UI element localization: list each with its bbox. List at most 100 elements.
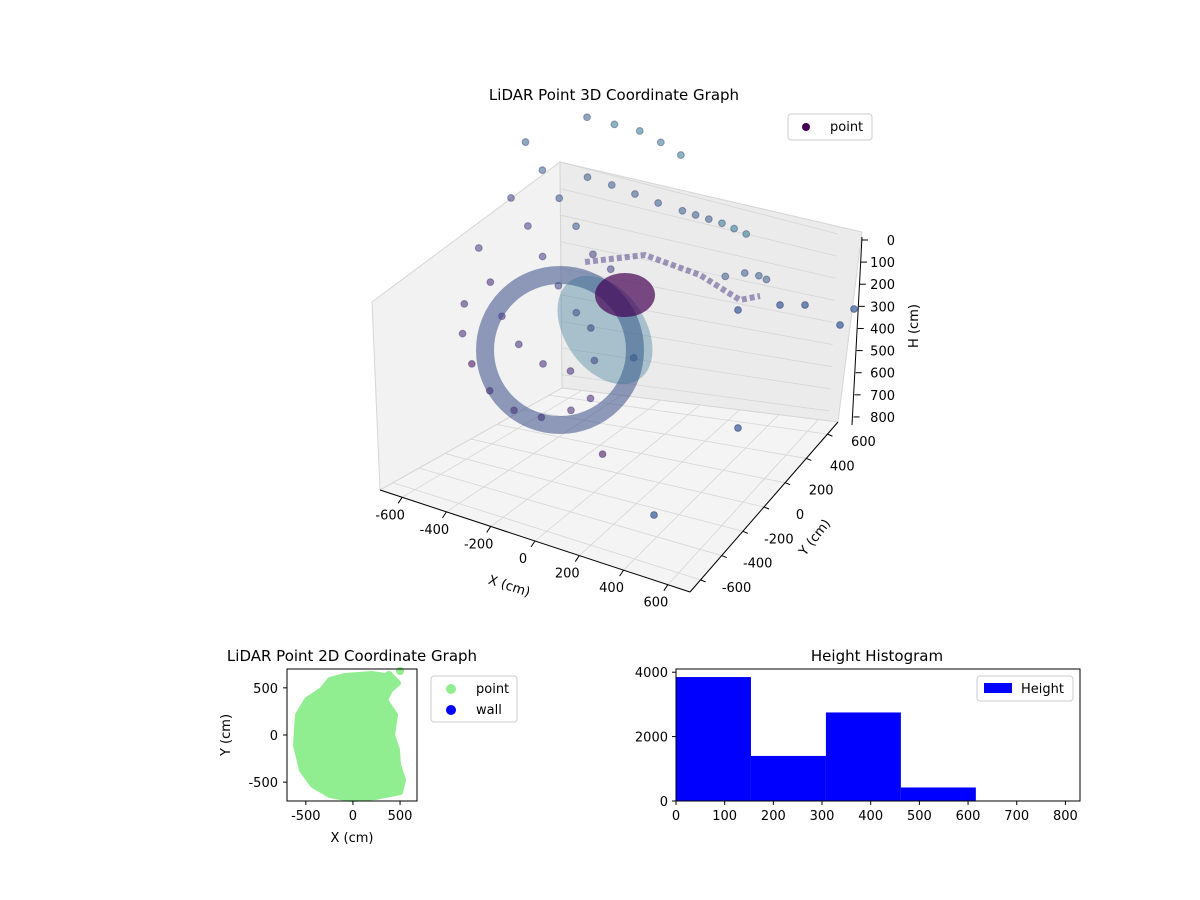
z-tick-label: 400: [870, 322, 895, 337]
x-tick-label-hist: 0: [672, 809, 680, 824]
y-tick-label-2d: 0: [270, 729, 278, 744]
scatter-point: [704, 215, 713, 224]
scatter-point: [718, 219, 726, 228]
point-cloud-3d: [458, 113, 858, 519]
x-tick-label-hist: 200: [761, 809, 786, 824]
grid-line: [470, 438, 765, 508]
x-tick: [530, 540, 536, 548]
y-tick-label: 400: [830, 459, 855, 474]
z-tick-label: 800: [870, 411, 895, 426]
scatter-point: [850, 305, 858, 313]
y-tick: [721, 555, 727, 559]
scatter-point: [458, 329, 467, 338]
scatter-point: [460, 299, 469, 308]
grid-line: [559, 161, 839, 235]
legend-height-marker: [984, 683, 1012, 693]
scatter-point: [514, 340, 523, 349]
scatter-point: [583, 173, 592, 182]
x-tick: [397, 497, 403, 504]
scatter-point: [730, 224, 738, 233]
histogram-bar: [825, 712, 901, 801]
y-tick: [806, 457, 812, 461]
scatter-point: [486, 278, 495, 287]
chart-2d: LiDAR Point 2D Coordinate Graph -500 0 500…: [219, 647, 518, 846]
x-tick-label-hist: 800: [1053, 809, 1078, 824]
histogram-bars: [676, 677, 976, 801]
scatter-point: [555, 194, 564, 203]
x-tick-label: 600: [643, 596, 668, 611]
scatter-point: [691, 211, 700, 219]
scatter-point: [507, 194, 515, 202]
scatter-point: [754, 271, 763, 280]
legend-point-marker: [802, 123, 810, 131]
x-tick-label: 400: [599, 581, 624, 596]
scatter-point: [521, 138, 530, 146]
x-axis-label: X (cm): [486, 573, 532, 601]
scatter-point: [610, 120, 619, 129]
scatter-point: [538, 252, 547, 261]
y-tick-label-hist: 4000: [635, 666, 668, 681]
grid-line: [418, 467, 722, 556]
scatter-point: [586, 324, 595, 332]
scatter-point: [538, 166, 547, 175]
y-tick-label: -600: [722, 581, 752, 596]
legend-hist: Height: [976, 675, 1074, 702]
x-tick: [663, 584, 669, 591]
grid-line: [561, 347, 831, 390]
scatter-point: [523, 222, 532, 230]
x-tick-label: 200: [555, 567, 580, 582]
point-cloud-2d-stray: [396, 667, 404, 675]
y-tick: [784, 482, 791, 486]
scatter-point: [635, 127, 644, 135]
legend-height-label: Height: [1021, 682, 1064, 697]
y-tick: [700, 579, 706, 583]
scatter-point: [583, 113, 591, 122]
scatter-point: [467, 359, 476, 368]
scatter-point: [539, 359, 547, 368]
histogram-title: Height Histogram: [811, 647, 943, 665]
histogram-bar: [750, 755, 826, 801]
legend-wall-label: wall: [476, 703, 502, 718]
scatter-point: [586, 394, 595, 403]
scatter-point: [801, 301, 809, 309]
scatter-point: [572, 308, 581, 317]
y-tick-label-hist: 2000: [635, 731, 668, 746]
grid-line: [548, 394, 828, 435]
z-tick-label: 300: [870, 300, 895, 315]
scatter-point: [607, 181, 616, 189]
scatter-point: [606, 265, 615, 274]
grid-line: [496, 424, 786, 484]
legend-3d-box: [787, 113, 873, 141]
x-tick-label-2d: -500: [291, 809, 321, 824]
grid-line: [560, 188, 838, 257]
point-cloud-2d-stray: [385, 671, 393, 679]
point-cloud-body: [476, 266, 644, 434]
x-tick-label-hist: 400: [858, 809, 883, 824]
scatter-point: [631, 190, 639, 198]
y-tick: [763, 506, 770, 510]
scatter-point: [734, 424, 742, 432]
scatter-point: [776, 301, 784, 309]
scatter-point: [742, 230, 751, 238]
grid-line: [561, 374, 830, 412]
y-tick-label-2d: 500: [253, 682, 278, 697]
y-axis-label-2d: Y (cm): [219, 714, 234, 757]
x-tick-label: -200: [464, 537, 494, 552]
x-tick-label-hist: 500: [907, 809, 932, 824]
x-tick: [574, 555, 580, 562]
scatter-point: [590, 356, 599, 365]
scatter-point: [836, 321, 844, 329]
x-tick-label: -400: [420, 523, 450, 538]
ticks-histogram: 0 100 200 300 400 500 600 700 800 0 2000 4000: [635, 666, 1078, 824]
z-tick-label: 100: [870, 256, 895, 271]
grid-line: [560, 267, 834, 323]
legend-2d: point wall: [430, 675, 518, 723]
x-tick-label: -600: [375, 508, 405, 523]
scatter-point: [654, 199, 663, 207]
y-tick-label: 600: [851, 435, 876, 450]
chart-histogram: Height Histogram 0 100 200 300 400 500 600 700 8…: [635, 647, 1081, 824]
y-tick-label: -400: [743, 557, 773, 572]
scatter-point: [650, 511, 658, 519]
y-tick-label-hist: 0: [660, 795, 668, 810]
